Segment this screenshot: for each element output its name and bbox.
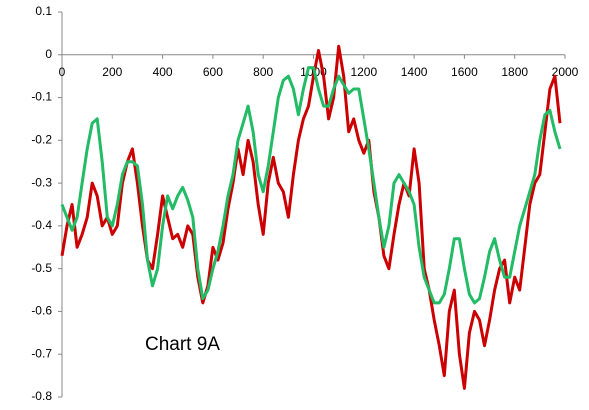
x-tick-label: 200 [102,65,122,79]
x-tick-label: 800 [253,65,273,79]
annotation: Chart 9A [145,334,220,355]
y-tick-label: -0.4 [31,218,52,232]
x-tick-label: 1400 [401,65,428,79]
y-tick-label: 0 [45,47,52,61]
y-tick-label: -0.2 [31,133,52,147]
y-tick-label: 0.1 [35,4,52,18]
y-tick-label: -0.3 [31,175,52,189]
x-tick-label: 400 [153,65,173,79]
x-tick-label: 2000 [552,65,579,79]
y-tick-label: -0.8 [31,389,52,403]
x-tick-label: 1600 [451,65,478,79]
x-tick-label: 1800 [501,65,528,79]
y-tick-label: -0.1 [31,90,52,104]
y-tick-label: -0.6 [31,304,52,318]
x-tick-label: 0 [59,65,66,79]
x-tick-label: 600 [203,65,223,79]
y-tick-label: -0.7 [31,346,52,360]
x-tick-label: 1200 [350,65,377,79]
y-tick-label: -0.5 [31,261,52,275]
series-line [60,66,562,305]
annotation-box [132,330,270,360]
